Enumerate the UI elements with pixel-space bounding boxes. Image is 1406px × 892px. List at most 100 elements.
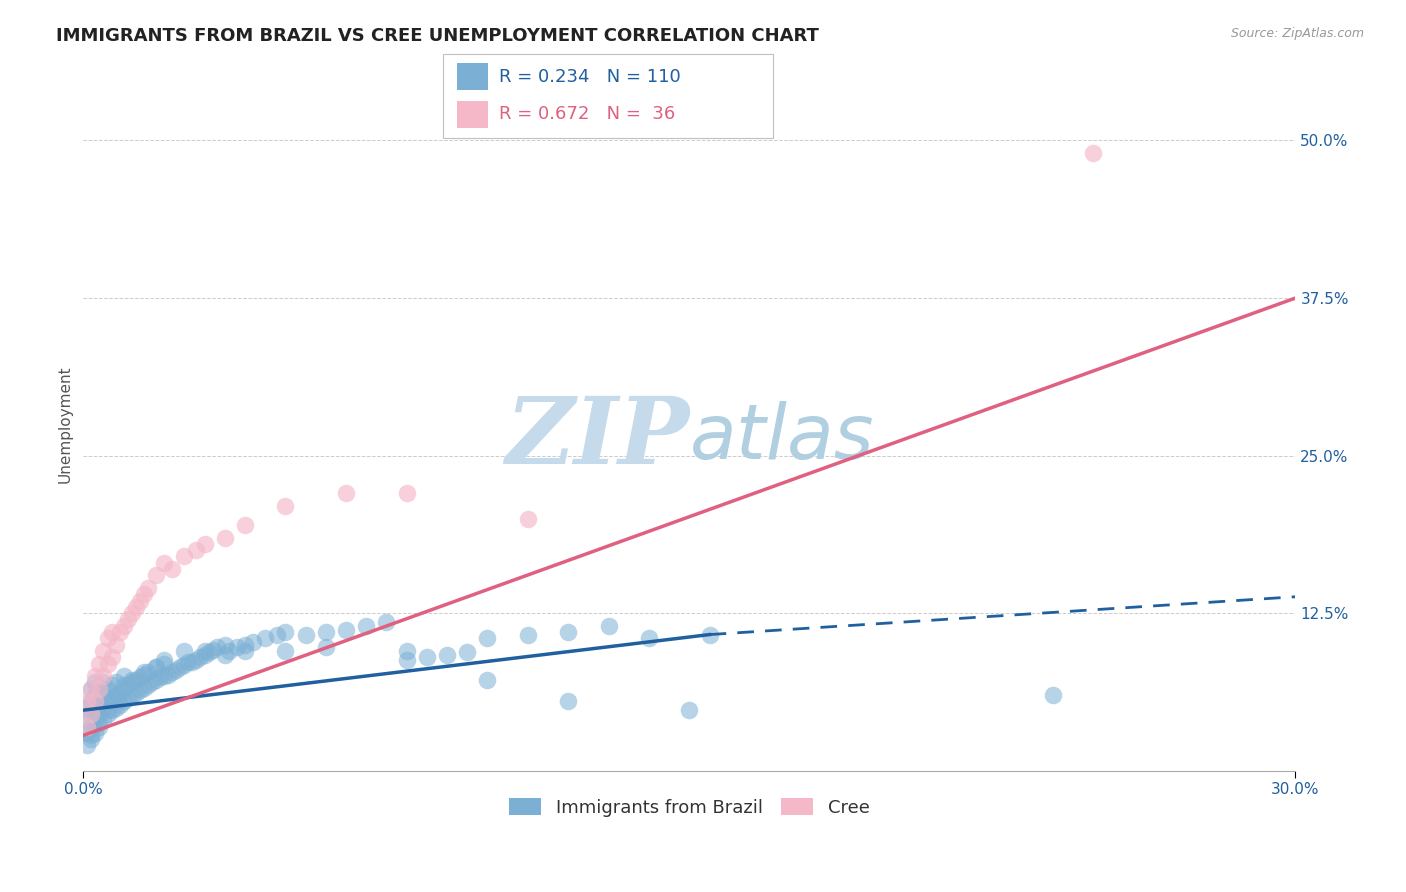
Text: Source: ZipAtlas.com: Source: ZipAtlas.com bbox=[1230, 27, 1364, 40]
Point bbox=[557, 625, 579, 640]
Point bbox=[149, 670, 172, 684]
Point bbox=[699, 627, 721, 641]
Point bbox=[157, 668, 180, 682]
Point bbox=[89, 715, 111, 730]
Point bbox=[117, 690, 139, 705]
Point bbox=[100, 690, 122, 705]
Point bbox=[242, 635, 264, 649]
Point bbox=[76, 713, 98, 727]
Point bbox=[84, 688, 107, 702]
Point bbox=[153, 669, 176, 683]
Point bbox=[84, 694, 107, 708]
Point bbox=[436, 648, 458, 662]
Point bbox=[201, 642, 224, 657]
Point bbox=[93, 675, 115, 690]
Point bbox=[104, 700, 127, 714]
Point bbox=[89, 720, 111, 734]
Point bbox=[638, 632, 661, 646]
Point bbox=[254, 632, 277, 646]
Point bbox=[193, 537, 215, 551]
Point bbox=[233, 517, 256, 532]
Point bbox=[84, 675, 107, 690]
Point bbox=[93, 669, 115, 683]
Point bbox=[76, 720, 98, 734]
Point bbox=[375, 615, 398, 629]
Point bbox=[274, 499, 297, 513]
Point bbox=[104, 638, 127, 652]
Point bbox=[186, 653, 208, 667]
Point bbox=[395, 653, 418, 667]
Point bbox=[108, 625, 131, 640]
Point bbox=[80, 732, 103, 747]
Point bbox=[274, 644, 297, 658]
Point bbox=[125, 599, 148, 614]
Point bbox=[395, 644, 418, 658]
Point bbox=[416, 650, 439, 665]
Point bbox=[104, 690, 127, 705]
Point bbox=[108, 698, 131, 713]
Point bbox=[84, 726, 107, 740]
Point bbox=[76, 694, 98, 708]
Point bbox=[1083, 146, 1105, 161]
Point bbox=[153, 657, 176, 671]
Point bbox=[96, 706, 118, 721]
Point bbox=[153, 653, 176, 667]
Point bbox=[117, 612, 139, 626]
Point bbox=[93, 688, 115, 702]
Point bbox=[315, 625, 337, 640]
Point bbox=[128, 683, 150, 698]
Point bbox=[598, 619, 620, 633]
Point bbox=[335, 623, 357, 637]
Point bbox=[165, 663, 187, 677]
Point bbox=[173, 657, 195, 672]
Point bbox=[132, 668, 155, 682]
Point bbox=[84, 700, 107, 714]
Point bbox=[205, 640, 228, 655]
Point bbox=[112, 694, 135, 708]
Point bbox=[100, 703, 122, 717]
Point bbox=[128, 670, 150, 684]
Point bbox=[214, 638, 236, 652]
Point bbox=[132, 665, 155, 680]
Point bbox=[395, 486, 418, 500]
Point bbox=[315, 640, 337, 655]
Point bbox=[112, 669, 135, 683]
Point bbox=[96, 657, 118, 671]
Point bbox=[121, 675, 143, 690]
Point bbox=[477, 673, 499, 687]
Point bbox=[136, 665, 159, 680]
Point bbox=[516, 627, 538, 641]
Point bbox=[153, 556, 176, 570]
Point bbox=[80, 681, 103, 696]
Point bbox=[80, 706, 103, 721]
Point bbox=[128, 593, 150, 607]
Point bbox=[136, 678, 159, 692]
Point bbox=[93, 713, 115, 727]
Point bbox=[160, 665, 183, 680]
Point bbox=[96, 632, 118, 646]
Point bbox=[169, 660, 191, 674]
Y-axis label: Unemployment: Unemployment bbox=[58, 365, 72, 483]
Point bbox=[225, 640, 247, 655]
Point bbox=[214, 531, 236, 545]
Point bbox=[173, 549, 195, 564]
Point bbox=[100, 625, 122, 640]
Point bbox=[193, 648, 215, 662]
Point bbox=[214, 648, 236, 662]
Point bbox=[100, 650, 122, 665]
Point bbox=[218, 644, 240, 658]
Point bbox=[80, 694, 103, 708]
Point bbox=[1042, 688, 1064, 702]
Point bbox=[96, 703, 118, 717]
Point bbox=[125, 685, 148, 699]
Point bbox=[84, 669, 107, 683]
Point bbox=[132, 681, 155, 695]
Point bbox=[274, 625, 297, 640]
Point bbox=[197, 645, 219, 659]
Point bbox=[89, 681, 111, 696]
Point bbox=[89, 681, 111, 696]
Point bbox=[145, 660, 167, 674]
Point bbox=[193, 644, 215, 658]
Point bbox=[121, 673, 143, 687]
Point bbox=[294, 627, 316, 641]
